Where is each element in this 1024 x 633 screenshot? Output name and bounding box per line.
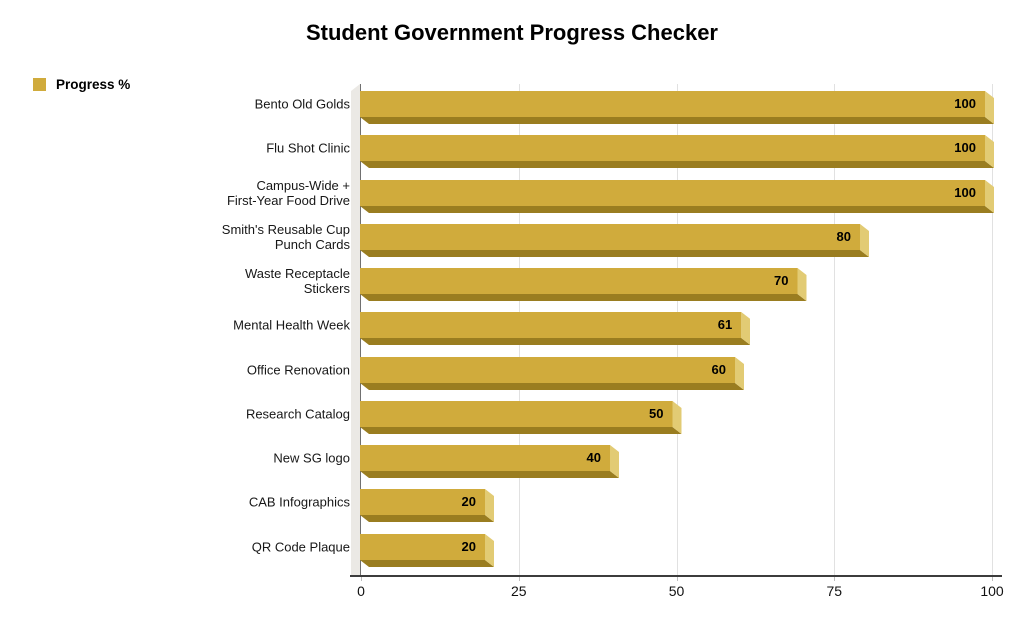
bar-shape[interactable] [360, 445, 619, 478]
bar-shape[interactable] [360, 533, 494, 567]
bar-value-label: 100 [954, 184, 976, 200]
bar-value-label: 61 [717, 317, 733, 333]
bar-value-label: 70 [774, 273, 789, 288]
category-label: QR Code Plaque [251, 539, 350, 554]
bar-shape[interactable] [360, 91, 994, 124]
x-axis-tick [834, 577, 836, 581]
bar-value-label: 20 [461, 538, 476, 554]
bar[interactable]: 100 [360, 135, 994, 169]
chart-title: Student Government Progress Checker [305, 20, 718, 45]
legend: Progress % [33, 77, 130, 92]
x-axis-tick [992, 577, 993, 581]
bar[interactable]: 100 [360, 91, 994, 124]
bar-front-face [360, 356, 735, 383]
bar[interactable]: 20 [360, 533, 494, 567]
x-tick-label: 75 [826, 583, 843, 599]
bar-bottom-face [360, 382, 744, 390]
bar-front-face [360, 179, 985, 206]
bar-shape[interactable] [360, 400, 682, 434]
bar-front-face [360, 312, 742, 339]
x-axis-tick [361, 577, 362, 581]
bar-front-face [360, 91, 985, 117]
bar-shape[interactable] [360, 312, 751, 346]
bar-end-face [610, 445, 619, 478]
bar-value-label: 20 [461, 494, 476, 510]
x-tick-label: 25 [510, 583, 527, 599]
bar-front-face [360, 533, 485, 560]
bar-end-face [485, 533, 494, 567]
category-label: Office Renovation [246, 362, 350, 377]
category-label: Bento Old Golds [254, 96, 350, 112]
bar-value-label: 100 [954, 96, 976, 111]
bar[interactable]: 70 [360, 268, 807, 301]
gridline [992, 84, 993, 575]
legend-label: Progress % [56, 77, 131, 92]
bar-shape[interactable] [360, 268, 807, 301]
bar-end-face [797, 268, 807, 301]
bar[interactable]: 20 [360, 489, 494, 523]
bar-bottom-face [360, 161, 994, 169]
category-label: Smith's Reusable Cup Punch Cards [221, 221, 350, 252]
bar-value-label: 40 [586, 450, 601, 465]
category-label: Mental Health Week [233, 317, 350, 333]
bar-value-label: 60 [711, 361, 726, 377]
bar-shape[interactable] [360, 179, 994, 213]
axis-wall [351, 84, 360, 575]
category-label: Flu Shot Clinic [266, 140, 350, 156]
bar-front-face [360, 400, 673, 427]
category-label: Campus-Wide + First-Year Food Drive [226, 177, 350, 208]
bar-value-label: 100 [954, 140, 976, 156]
bar-bottom-face [360, 471, 619, 478]
gridline [834, 84, 836, 575]
bar-value-label: 80 [836, 228, 851, 244]
bar-front-face [360, 223, 860, 250]
bar-front-face [360, 445, 610, 471]
bar-bottom-face [360, 249, 869, 257]
bar[interactable]: 61 [360, 312, 751, 346]
bar-end-face [985, 135, 994, 169]
category-label: New SG logo [273, 450, 350, 466]
bar-bottom-face [360, 559, 494, 567]
x-tick-label: 100 [980, 583, 1004, 599]
bar[interactable]: 80 [360, 223, 869, 257]
bar[interactable]: 60 [360, 356, 744, 390]
bar-shape[interactable] [360, 135, 994, 169]
bar-end-face [485, 489, 494, 523]
x-axis-tick [676, 577, 678, 581]
bar-end-face [672, 400, 682, 434]
bar-shape[interactable] [360, 489, 494, 523]
bar-bottom-face [360, 515, 494, 523]
bar-end-face [985, 91, 994, 124]
x-axis-line [350, 575, 1002, 577]
bar-bottom-face [360, 338, 751, 346]
bar-bottom-face [360, 426, 682, 434]
category-label: CAB Infographics [248, 494, 350, 510]
bar-front-face [360, 268, 798, 294]
bar[interactable]: 50 [360, 400, 682, 434]
bar-value-label: 50 [649, 405, 664, 421]
x-tick-label: 0 [357, 583, 365, 599]
category-label: Research Catalog [245, 406, 350, 422]
category-label: Waste Receptacle Stickers [244, 266, 350, 296]
legend-swatch-icon [33, 78, 46, 91]
bar-end-face [741, 312, 751, 346]
bar-shape[interactable] [360, 223, 869, 257]
bar-front-face [360, 135, 985, 162]
x-tick-label: 50 [668, 583, 685, 599]
bar-shape[interactable] [360, 356, 744, 390]
bar[interactable]: 40 [360, 445, 619, 478]
bar-end-face [985, 179, 994, 213]
bar-front-face [360, 489, 485, 516]
x-axis-tick [518, 577, 520, 581]
bar[interactable]: 100 [360, 179, 994, 213]
bar-bottom-face [360, 205, 994, 213]
bar-bottom-face [360, 294, 807, 301]
bar-bottom-face [360, 117, 994, 124]
bar-end-face [860, 223, 869, 257]
bar-end-face [735, 356, 744, 390]
